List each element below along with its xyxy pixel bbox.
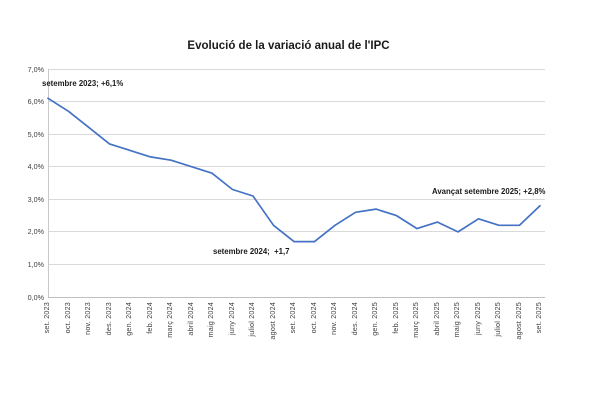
- y-tick-label: 5,0%: [27, 129, 44, 139]
- gridline: [48, 101, 545, 103]
- annotation-avancat-setembre-2025: Avançat setembre 2025; +2,8%: [432, 187, 546, 196]
- x-tick-label: maig 2024: [206, 302, 215, 338]
- x-tick-label: gen. 2024: [124, 302, 133, 336]
- x-tick-label: maig 2025: [452, 302, 461, 338]
- x-tick-label: gen. 2025: [370, 302, 379, 336]
- x-tick-label: març 2025: [411, 302, 420, 338]
- gridline: [48, 263, 545, 265]
- x-tick-label: set. 2024: [288, 302, 297, 334]
- x-tick-label: nov. 2024: [329, 302, 338, 335]
- gridline: [48, 198, 545, 200]
- y-tick-label: 1,0%: [27, 259, 44, 269]
- x-tick-label: des. 2024: [349, 302, 359, 336]
- line-series-path: [47, 97, 541, 243]
- annotation-setembre-2024: setembre 2024; +1,7: [213, 247, 290, 256]
- y-tick-label: 7,0%: [27, 64, 44, 74]
- gridline: [48, 166, 545, 168]
- x-tick-label: abril 2024: [185, 302, 195, 336]
- chart-title: Evolució de la variació anual de l'IPC: [187, 40, 390, 52]
- ipc-series-line: [47, 97, 541, 243]
- x-axis-line: [48, 296, 545, 298]
- x-tick-label: agost 2024: [267, 302, 277, 340]
- x-tick-label: juliol 2024: [247, 302, 256, 337]
- y-axis-line: [48, 69, 49, 297]
- x-tick-label: feb. 2024: [144, 302, 154, 334]
- annotation-setembre-2023: setembre 2023; +6,1%: [42, 79, 124, 88]
- x-tick-label: oct. 2023: [62, 302, 72, 334]
- x-tick-label: agost 2025: [513, 302, 523, 340]
- gridline: [48, 68, 545, 70]
- x-tick-label: març 2024: [165, 302, 174, 338]
- x-tick-label: set. 2023: [42, 302, 51, 334]
- y-tick-label: 0,0%: [27, 292, 44, 302]
- x-tick-label: set. 2025: [534, 302, 543, 334]
- x-tick-label: juliol 2025: [493, 302, 502, 337]
- x-tick-label: nov. 2023: [83, 302, 92, 335]
- gridline: [48, 231, 545, 233]
- x-tick-label: abril 2025: [431, 302, 441, 336]
- y-tick-label: 4,0%: [27, 162, 44, 172]
- y-tick-label: 3,0%: [27, 194, 44, 204]
- x-tick-label: oct. 2024: [308, 302, 318, 334]
- y-tick-label: 6,0%: [27, 97, 44, 107]
- gridline: [48, 133, 545, 135]
- x-tick-label: feb. 2025: [390, 302, 400, 334]
- x-tick-label: des. 2023: [103, 302, 113, 336]
- y-tick-label: 2,0%: [27, 227, 44, 237]
- x-tick-label: juny 2025: [472, 302, 482, 335]
- x-tick-label: juny 2024: [226, 302, 236, 335]
